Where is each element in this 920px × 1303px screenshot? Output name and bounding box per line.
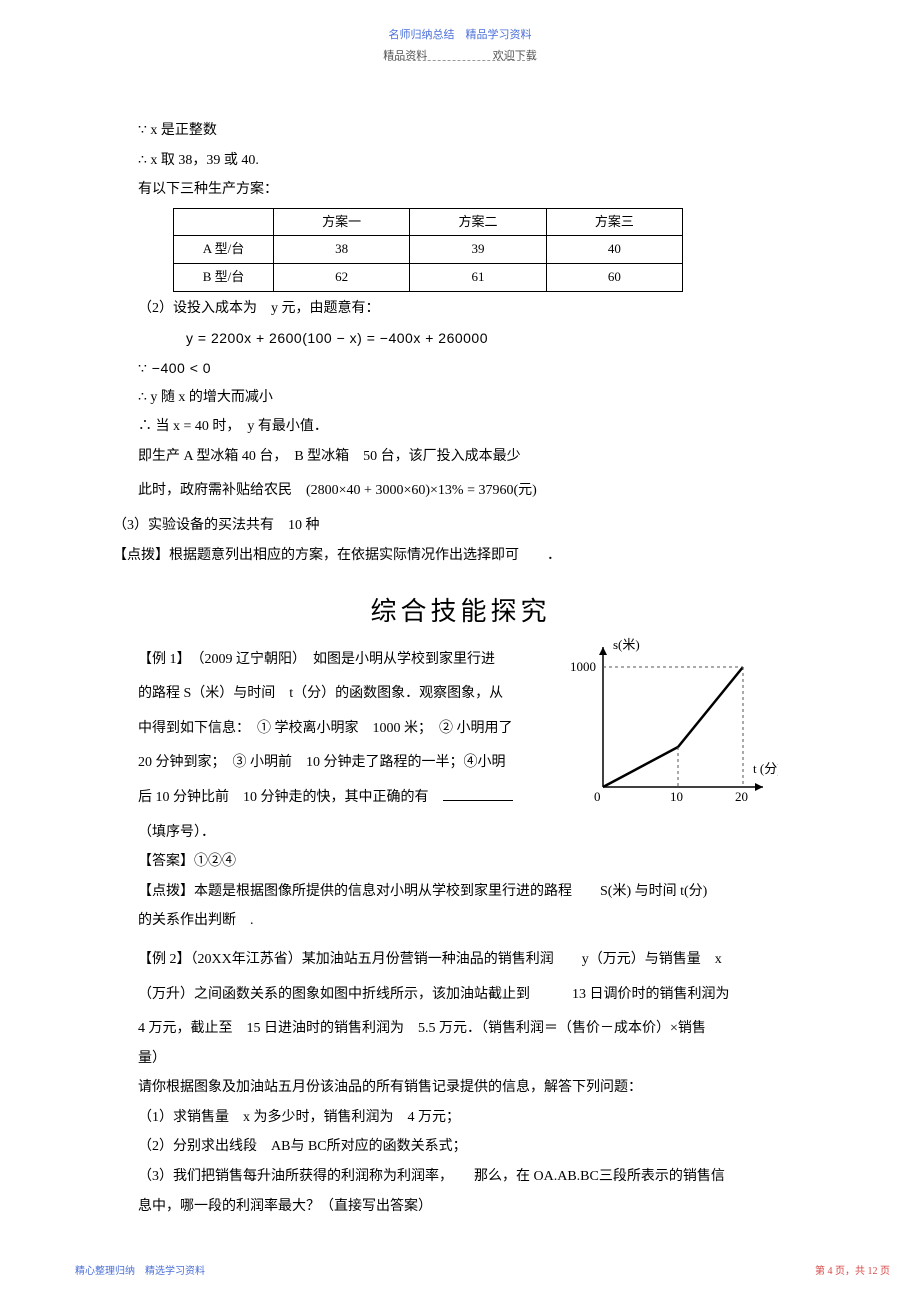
footer-left: 精心整理归纳 精选学习资料: [75, 1262, 205, 1281]
table-row: B 型/台 62 61 60: [174, 264, 683, 292]
ex2-l9: 息中，哪一段的利润率最大？（直接写出答案）: [138, 1194, 783, 1221]
p3-l2: 【点拨】根据题意列出相应的方案，在依据实际情况作出选择即可 ．: [113, 543, 783, 570]
blank-underline: [443, 787, 513, 801]
p2-l5: ∴ 当 x = 40 时， y 有最小值．: [138, 414, 783, 441]
ex1-l9: 的关系作出判断 .: [138, 908, 783, 935]
ex2-l8: （3）我们把销售每升油所获得的利润称为利润率， 那么，在 OA.AB.BC三段所…: [138, 1164, 783, 1191]
table-row: 方案一 方案二 方案三: [174, 208, 683, 236]
table-row: A 型/台 38 39 40: [174, 236, 683, 264]
r1c2: 39: [410, 236, 546, 264]
ex2-l2: （万升）之间函数关系的图象如图中折线所示，该加油站截止到 13 日调价时的销售利…: [138, 982, 783, 1009]
example1-block: 【例 1】 （2009 辽宁朝阳） 如图是小明从学校到家里行进 的路程 S（米）…: [138, 647, 783, 935]
r2c2: 61: [410, 264, 546, 292]
ex1-l4: 20 分钟到家； ③ 小明前 10 分钟走了路程的一半；④小明: [138, 750, 548, 777]
footer-right: 第 4 页，共 12 页: [815, 1262, 890, 1281]
ex1-l5: 后 10 分钟比前 10 分钟走的快，其中正确的有: [138, 785, 548, 812]
p2-l2: y = 2200x + 2600(100 − x) = −400x + 2600…: [186, 325, 783, 352]
chart-xlabel: t (分): [753, 761, 778, 776]
ex1-l7: 【答案】①②④: [138, 849, 783, 876]
header-top: 名师归纳总结 精品学习资料: [0, 25, 920, 46]
ex2-l5: 请你根据图象及加油站五月份该油品的所有销售记录提供的信息，解答下列问题：: [138, 1075, 783, 1102]
r2c0: B 型/台: [174, 264, 274, 292]
ex1-l5a: 后 10 分钟比前 10 分钟走的快，其中正确的有: [138, 790, 443, 805]
ex1-l1: 【例 1】 （2009 辽宁朝阳） 如图是小明从学校到家里行进: [138, 647, 548, 674]
ex2-l4: 量）: [138, 1046, 783, 1073]
chart-ytick: 1000: [570, 659, 596, 674]
header-underline: [388, 60, 530, 61]
chart-origin: 0: [594, 789, 601, 804]
th0: [174, 208, 274, 236]
p2-l7: 此时，政府需补贴给农民 (2800×40 + 3000×60)×13% = 37…: [138, 478, 783, 505]
ex2-l1: 【例 2】（20XX年江苏省）某加油站五月份营销一种油品的销售利润 y（万元）与…: [138, 947, 783, 974]
p2-l4: ∴ y 随 x 的增大而减小: [138, 385, 783, 412]
p2-l3: ∵ −400 < 0: [138, 355, 783, 382]
intro-l2: ∴ x 取 38，39 或 40.: [138, 148, 783, 175]
ex1-l6: （填序号）．: [138, 820, 783, 847]
r1c3: 40: [546, 236, 682, 264]
r2c1: 62: [274, 264, 410, 292]
ex1-l2: 的路程 S（米）与时间 t（分）的函数图象．观察图象，从: [138, 681, 548, 708]
th3: 方案三: [546, 208, 682, 236]
chart: s(米) 1000 0 10 20 t (分): [558, 637, 778, 812]
main-content: ∵ x 是正整数 ∴ x 取 38，39 或 40. 有以下三种生产方案： 方案…: [138, 115, 783, 1223]
intro-l1: ∵ x 是正整数: [138, 118, 783, 145]
p2-l1: （2）设投入成本为 y 元，由题意有：: [138, 296, 783, 323]
chart-xtick2: 20: [735, 789, 748, 804]
chart-xtick1: 10: [670, 789, 683, 804]
th2: 方案二: [410, 208, 546, 236]
header-sub: 精品资料 欢迎下载: [0, 46, 920, 67]
ex2-l3: 4 万元，截止至 15 日进油时的销售利润为 5.5 万元．（销售利润＝（售价－…: [138, 1016, 783, 1043]
ex2-l7: （2）分别求出线段 AB与 BC所对应的函数关系式；: [138, 1134, 783, 1161]
chart-svg: s(米) 1000 0 10 20 t (分): [558, 637, 778, 812]
section-title: 综合技能探究: [138, 587, 783, 636]
ex1-l3: 中得到如下信息： ① 学校离小明家 1000 米； ② 小明用了: [138, 716, 548, 743]
ex1-l8: 【点拨】本题是根据图像所提供的信息对小明从学校到家里行进的路程 S(米) 与时间…: [138, 879, 783, 906]
th1: 方案一: [274, 208, 410, 236]
plan-table: 方案一 方案二 方案三 A 型/台 38 39 40 B 型/台 62 61 6…: [173, 208, 683, 292]
ex2-l6: （1）求销售量 x 为多少时，销售利润为 4 万元；: [138, 1105, 783, 1132]
intro-l3: 有以下三种生产方案：: [138, 177, 783, 204]
r1c0: A 型/台: [174, 236, 274, 264]
p3-l1: （3）实验设备的买法共有 10 种: [113, 513, 783, 540]
r2c3: 60: [546, 264, 682, 292]
r1c1: 38: [274, 236, 410, 264]
p2-l6: 即生产 A 型冰箱 40 台， B 型冰箱 50 台，该厂投入成本最少: [138, 444, 783, 471]
chart-ylabel: s(米): [613, 637, 640, 652]
